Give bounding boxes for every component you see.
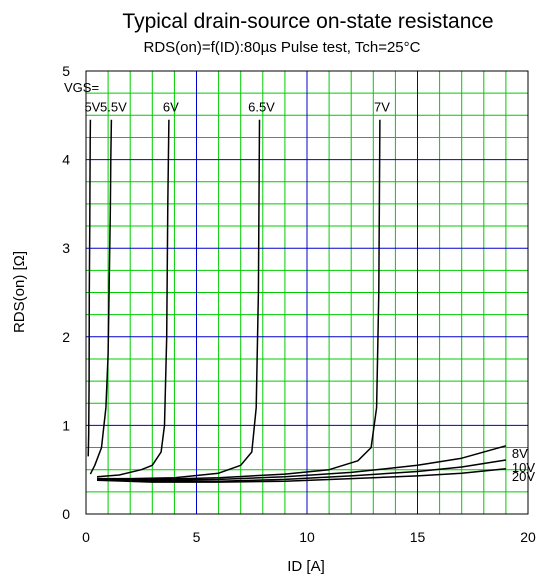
series-line-8v [96,445,507,482]
series-line-6-5v [97,119,261,480]
major-grid [86,71,528,514]
series-line-5v [87,119,92,457]
y-axis-label: RDS(on) [Ω] [11,251,28,333]
x-tick-label: 0 [82,529,90,545]
y-tick-label: 1 [62,417,70,433]
series-curves [87,119,507,483]
y-tick-label: 5 [62,63,70,79]
y-tick-label: 2 [62,329,70,345]
y-tick-labels: 0 1 2 3 4 5 [62,63,70,522]
series-label: 5.5V [100,100,127,115]
series-line-6v [96,119,170,478]
series-label: 6V [163,100,179,115]
x-tick-label: 20 [520,529,536,545]
y-tick-label: 3 [62,240,70,256]
series-line-5-5v [89,119,113,475]
series-label: 8V [512,446,528,461]
series-line-10v [96,459,507,482]
series-label: 7V [374,100,390,115]
series-line-7v [96,119,381,482]
y-tick-label: 0 [62,506,70,522]
x-tick-labels: 0 5 10 15 20 [82,529,536,545]
series-label: 5V [84,100,100,115]
series-label: 6.5V [248,100,275,115]
chart-subtitle: RDS(on)=f(ID):80µs Pulse test, Tch=25°C [144,39,421,56]
x-axis-label: ID [A] [287,558,325,575]
y-tick-label: 4 [62,152,70,168]
legend-title: VGS= [64,80,99,95]
x-tick-label: 15 [410,529,426,545]
chart-title: Typical drain-source on-state resistance [122,10,493,33]
series-label: 10V [512,460,535,475]
series-label: 20V [512,469,535,484]
plot-frame [85,70,529,515]
series-line-20v [96,468,506,483]
x-tick-label: 5 [193,529,201,545]
x-tick-label: 10 [299,529,315,545]
